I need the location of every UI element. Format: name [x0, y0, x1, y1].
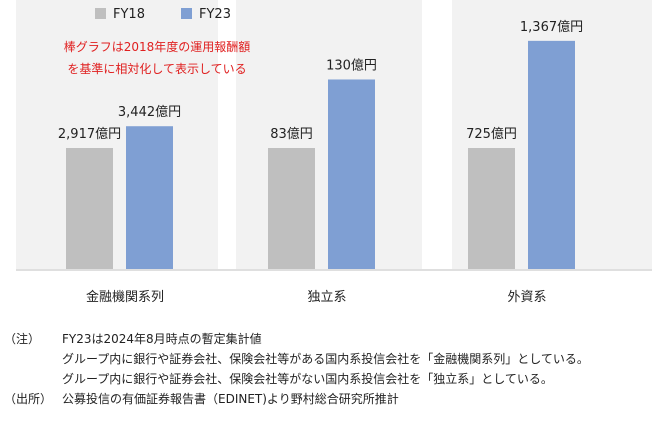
legend: FY18 FY23	[95, 7, 231, 22]
annotation-line-2: を基準に相対化して表示している	[67, 61, 246, 76]
bar-fy23	[126, 126, 173, 269]
note-text: 公募投信の有価証券報告書（EDINET)より野村総合研究所推計	[62, 392, 399, 406]
note-text: グループ内に銀行や証券会社、保険会社等がない国内系投信会社を「独立系」としている…	[62, 372, 553, 386]
note-tag: （出所）	[4, 392, 53, 406]
bar-fy18	[66, 148, 113, 269]
data-label: 3,442億円	[118, 104, 181, 120]
legend-label-fy18: FY18	[113, 7, 145, 22]
data-label: 130億円	[326, 57, 377, 73]
legend-swatch-fy18	[95, 8, 106, 19]
data-label: 1,367億円	[520, 19, 583, 35]
note-text: グループ内に銀行や証券会社、保険会社等がある国内系投信会社を「金融機関系列」とし…	[62, 352, 589, 366]
category-panel	[16, 0, 218, 269]
note-text: FY23は2024年8月時点の暫定集計値	[62, 332, 262, 346]
category-label: 外資系	[507, 290, 546, 305]
bar-fy23	[528, 40, 575, 269]
bar-chart: FY18 FY23 棒グラフは2018年度の運用報酬額 を基準に相対化して表示し…	[16, 0, 652, 305]
data-label: 725億円	[466, 126, 517, 142]
bar-fy18	[268, 148, 315, 269]
category-label: 金融機関系列	[86, 289, 164, 305]
legend-swatch-fy23	[181, 8, 192, 19]
bar-fy18	[468, 148, 515, 269]
annotation-line-1: 棒グラフは2018年度の運用報酬額	[64, 39, 251, 54]
legend-label-fy23: FY23	[199, 7, 231, 22]
category-label: 独立系	[307, 290, 346, 305]
data-label: 2,917億円	[58, 126, 121, 142]
data-label: 83億円	[270, 126, 313, 142]
bar-fy23	[328, 79, 375, 269]
note-tag: （注）	[4, 332, 41, 346]
relative-scale-note: 棒グラフは2018年度の運用報酬額 を基準に相対化して表示している	[64, 39, 251, 76]
